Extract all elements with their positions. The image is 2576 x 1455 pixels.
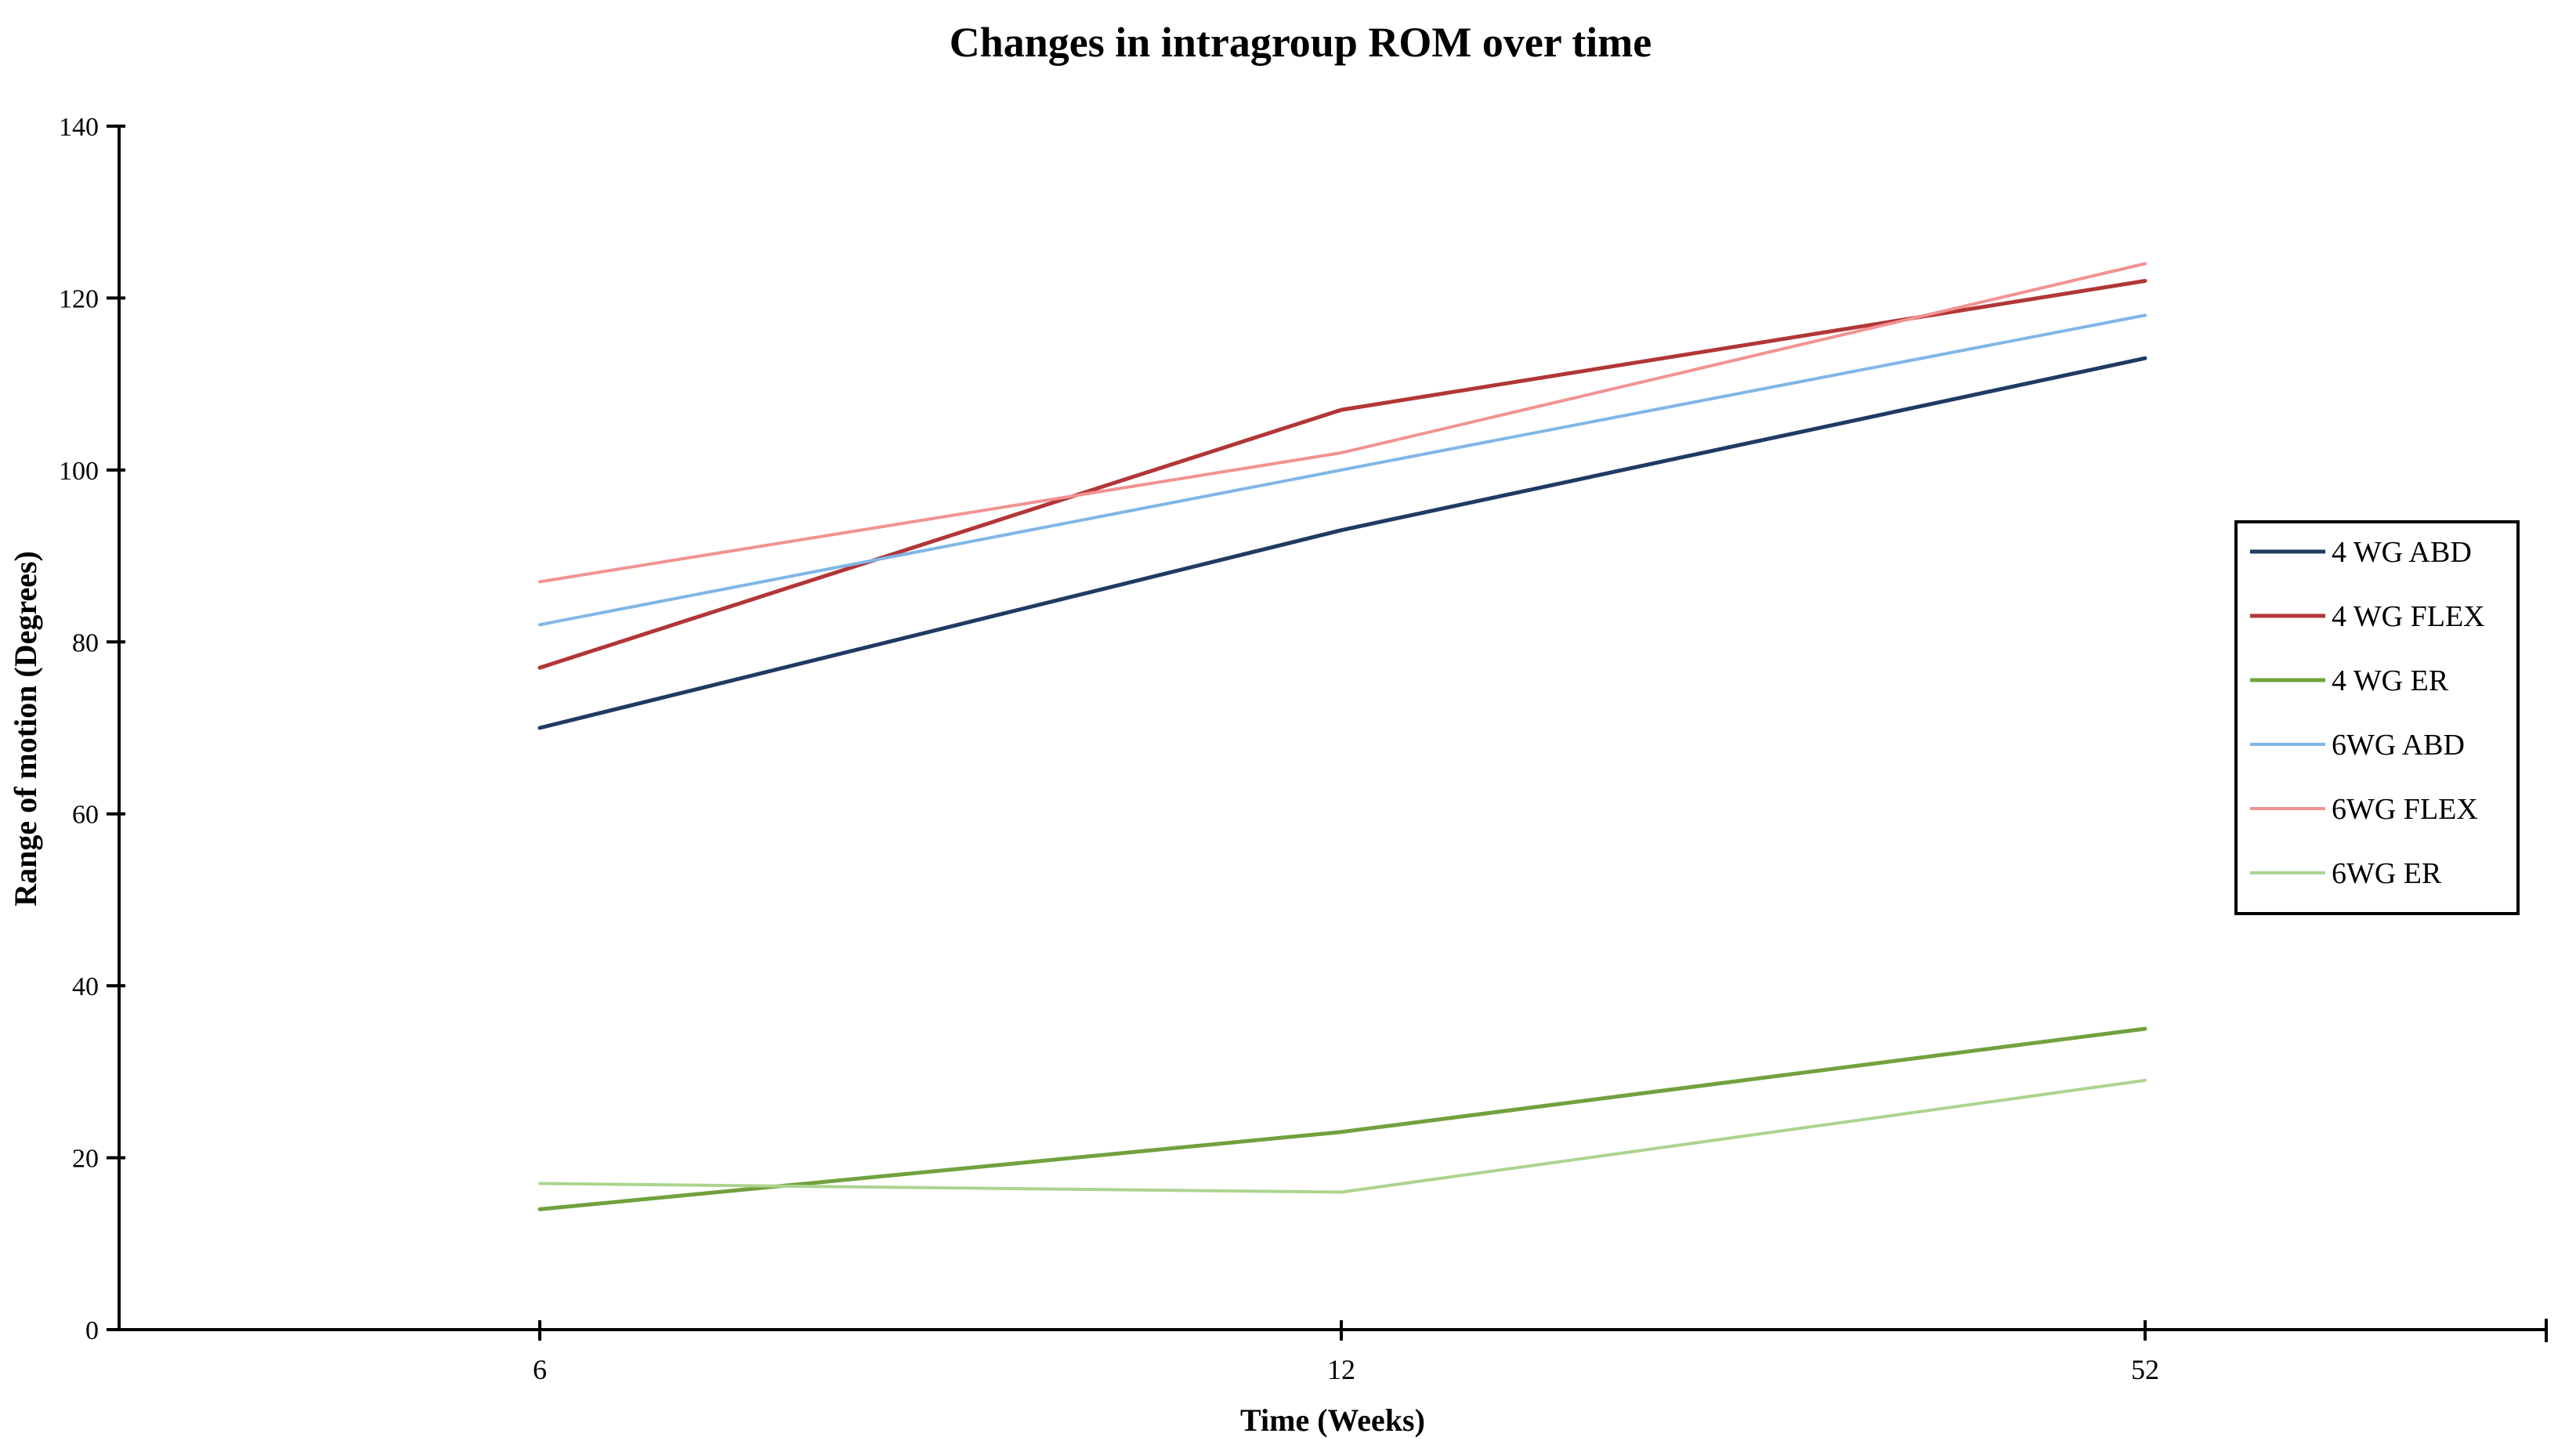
legend-item-6wg-abd: 6WG ABD: [2250, 729, 2465, 762]
legend-box: [2234, 520, 2520, 915]
legend-item-4-wg-flex: 4 WG FLEX: [2250, 600, 2485, 633]
axes: [118, 126, 2546, 1331]
series-lines: [537, 262, 2147, 1211]
legend-label: 4 WG ABD: [2332, 536, 2472, 569]
y-tick-label: 0: [85, 1316, 99, 1345]
y-axis-label: Range of motion (Degrees): [8, 551, 43, 907]
series-line-6wg-abd: [538, 313, 2147, 627]
y-axis-ticks: 0 20 40 60 80 100 120 140: [59, 113, 125, 1345]
y-tick-label: 60: [72, 801, 99, 830]
series-line-4-wg-flex: [537, 279, 2147, 670]
y-tick-label: 100: [59, 457, 99, 486]
y-tick-label: 80: [72, 628, 99, 657]
y-tick-label: 20: [72, 1145, 99, 1174]
legend-item-6wg-flex: 6WG FLEX: [2250, 793, 2478, 826]
chart-title: Changes in intragroup ROM over time: [950, 19, 1652, 66]
series-line-6wg-flex: [538, 262, 2147, 584]
legend-label: 4 WG ER: [2332, 664, 2449, 697]
y-tick-label: 120: [59, 284, 99, 313]
y-tick-label: 40: [72, 972, 99, 1001]
series-line-6wg-er: [538, 1078, 2147, 1194]
legend: 4 WG ABD 4 WG FLEX 4 WG ER 6WG ABD 6WG FLEX 6…: [2234, 520, 2520, 915]
x-tick-label: 52: [2131, 1354, 2159, 1385]
legend-label: 4 WG FLEX: [2332, 600, 2485, 633]
x-tick-label: 12: [1327, 1354, 1355, 1385]
y-tick-label: 140: [59, 113, 99, 142]
x-axis-ticks: 6 12 52: [533, 1319, 2548, 1385]
legend-item-4-wg-er: 4 WG ER: [2250, 664, 2449, 697]
series-line-4-wg-abd: [537, 356, 2147, 730]
legend-item-6wg-er: 6WG ER: [2250, 857, 2442, 890]
legend-label: 6WG ABD: [2332, 729, 2465, 762]
legend-label: 6WG ER: [2332, 857, 2442, 890]
legend-label: 6WG FLEX: [2332, 793, 2478, 826]
x-tick-label: 6: [533, 1354, 547, 1385]
legend-item-4-wg-abd: 4 WG ABD: [2250, 536, 2472, 569]
x-axis-label: Time (Weeks): [1240, 1403, 1425, 1438]
series-line-4-wg-er: [537, 1026, 2147, 1211]
